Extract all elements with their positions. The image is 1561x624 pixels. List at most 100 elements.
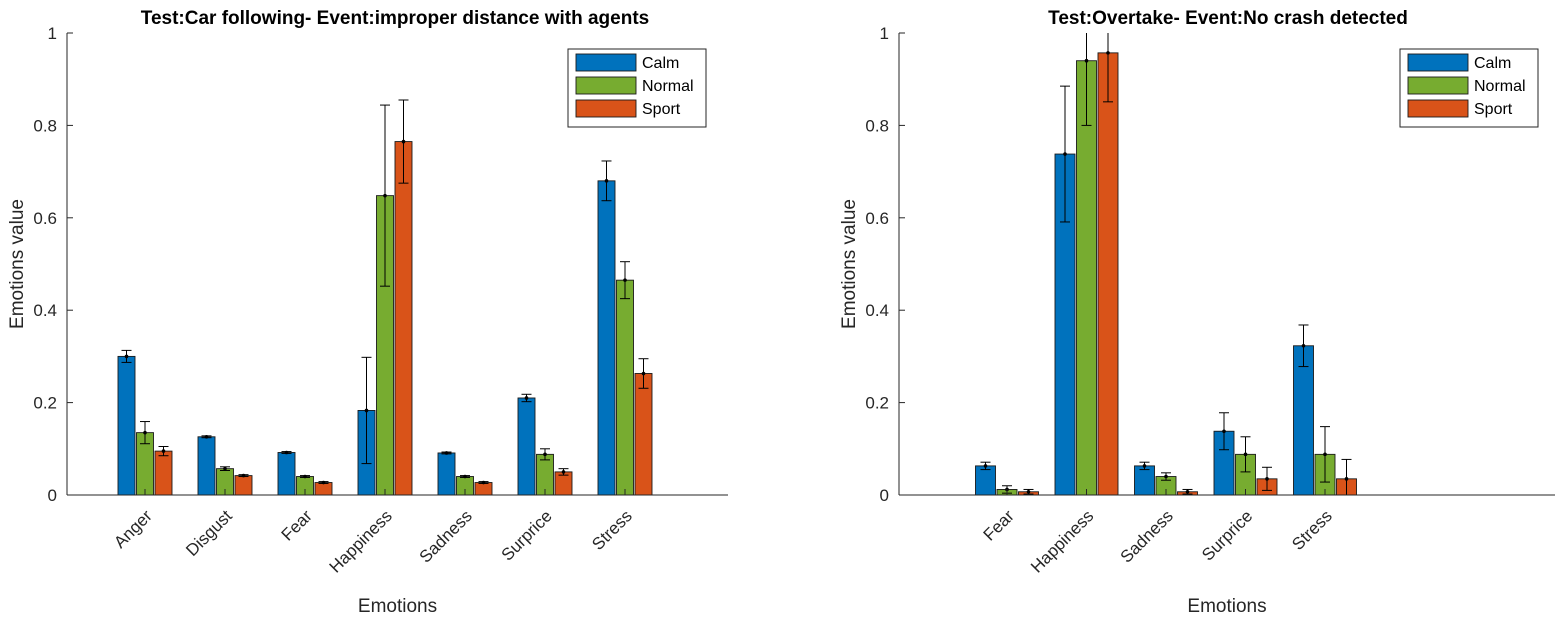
legend-label-normal: Normal <box>1474 78 1526 95</box>
x-tick-label: Anger <box>110 506 156 552</box>
y-tick-label: 0.4 <box>865 301 889 320</box>
error-bar-calm-happiness <box>361 356 372 465</box>
error-bar-calm-stress <box>601 160 612 202</box>
bar-sport-fear <box>314 482 333 495</box>
legend-swatch-sport <box>1407 99 1469 118</box>
legend-swatch-calm <box>575 53 637 72</box>
error-bar-normal-sadness <box>1161 472 1171 481</box>
error-bar-calm-disgust <box>201 434 212 439</box>
y-tick-label: 0 <box>48 486 57 505</box>
y-tick-label: 0.6 <box>865 209 889 228</box>
legend-swatch-calm <box>1407 53 1469 72</box>
legend-label-normal: Normal <box>642 78 694 95</box>
legend: Calm Normal Sport <box>567 48 707 128</box>
legend: Calm Normal Sport <box>1399 48 1539 128</box>
x-tick-label: Surprice <box>1198 506 1256 564</box>
bar-sport-anger <box>154 450 173 495</box>
y-tick-label: 0.6 <box>33 209 57 228</box>
legend-label-sport: Sport <box>1474 101 1513 118</box>
error-bar-calm-stress <box>1298 324 1309 368</box>
error-bar-normal-sadness <box>460 474 470 479</box>
legend-label-sport: Sport <box>642 101 681 118</box>
error-bar-normal-happiness <box>380 104 390 287</box>
legend-swatch-normal <box>575 76 637 95</box>
bar-calm-sadness <box>437 452 456 495</box>
error-bar-sport-stress <box>1341 458 1352 495</box>
error-bar-normal-happiness <box>1081 33 1092 126</box>
y-tick-label: 0.2 <box>865 394 889 413</box>
y-tick-label: 0 <box>880 486 889 505</box>
bar-calm-disgust <box>197 436 216 495</box>
x-tick-label: Fear <box>980 506 1018 544</box>
error-bar-calm-sadness <box>441 451 452 455</box>
error-bar-normal-anger <box>140 421 150 445</box>
error-bar-sport-happiness <box>1103 33 1113 103</box>
error-bar-normal-disgust <box>220 466 230 472</box>
x-tick-label: Disgust <box>182 506 236 560</box>
error-bar-normal-fear <box>300 474 310 479</box>
bar-calm-anger <box>117 355 136 495</box>
legend-label-calm: Calm <box>642 55 679 72</box>
error-bar-calm-anger <box>121 349 132 363</box>
error-bar-normal-surprice <box>540 448 550 461</box>
y-tick-label: 0.8 <box>33 116 57 135</box>
y-axis-label: Emotions value <box>839 199 860 329</box>
error-bar-calm-happiness <box>1060 85 1070 223</box>
bar-calm-surprice <box>517 397 536 495</box>
error-bar-sport-disgust <box>238 473 249 478</box>
x-tick-label: Surprice <box>498 506 556 564</box>
bar-sport-sadness <box>474 482 493 495</box>
y-tick-label: 0.2 <box>33 394 57 413</box>
bar-sport-disgust <box>234 475 253 495</box>
error-bar-sport-surprice <box>558 468 569 476</box>
error-bar-sport-sadness <box>1182 488 1193 495</box>
bar-sport-happiness <box>394 141 413 495</box>
error-bar-normal-surprice <box>1240 436 1251 473</box>
chart-2: Test:Overtake- Event:No crash detected 0 0… <box>839 8 1555 617</box>
error-bar-sport-happiness <box>398 99 409 184</box>
bar-calm-fear <box>975 465 996 495</box>
error-bar-calm-fear <box>980 461 991 471</box>
x-tick-label: Fear <box>278 506 316 544</box>
chart-title: Test:Car following- Event:improper dista… <box>141 8 649 29</box>
legend-swatch-normal <box>1407 76 1469 95</box>
error-bar-sport-anger <box>158 445 169 457</box>
bar-calm-stress <box>1293 345 1314 495</box>
x-axis-label: Emotions <box>1187 596 1266 617</box>
bar-sport-happiness <box>1097 52 1119 495</box>
y-tick-label: 0.8 <box>865 116 889 135</box>
error-bar-sport-sadness <box>478 480 489 485</box>
x-axis-label: Emotions <box>358 596 437 617</box>
y-tick-label: 1 <box>48 24 57 43</box>
x-tick-label: Stress <box>588 506 636 554</box>
bar-sport-stress <box>634 373 653 495</box>
y-axis-label: Emotions value <box>7 199 28 329</box>
bar-normal-surprice <box>536 453 554 495</box>
x-tick-label: Happiness <box>326 506 396 576</box>
error-bar-sport-fear <box>1023 488 1034 495</box>
error-bar-sport-fear <box>318 480 329 485</box>
error-bar-normal-stress <box>620 261 630 300</box>
error-bar-sport-surprice <box>1262 466 1272 491</box>
x-tick-label: Happiness <box>1027 506 1097 576</box>
legend-label-calm: Calm <box>1474 55 1511 72</box>
bar-calm-stress <box>597 180 616 495</box>
x-tick-label: Sadness <box>1117 506 1177 566</box>
chart-1: Test:Car following- Event:improper dista… <box>7 8 728 617</box>
error-bar-sport-stress <box>638 358 649 389</box>
error-bar-normal-stress <box>1320 426 1330 483</box>
y-tick-label: 0.4 <box>33 301 57 320</box>
error-bar-calm-surprice <box>1219 412 1229 451</box>
bar-normal-stress <box>616 279 634 495</box>
x-tick-label: Stress <box>1288 506 1336 554</box>
bar-calm-sadness <box>1134 465 1155 495</box>
error-bar-calm-surprice <box>521 393 532 403</box>
bar-calm-fear <box>277 452 296 495</box>
bars <box>975 52 1357 495</box>
error-bar-calm-sadness <box>1139 461 1150 471</box>
legend-swatch-sport <box>575 99 637 118</box>
x-tick-label: Sadness <box>416 506 476 566</box>
error-bar-calm-fear <box>281 450 292 455</box>
